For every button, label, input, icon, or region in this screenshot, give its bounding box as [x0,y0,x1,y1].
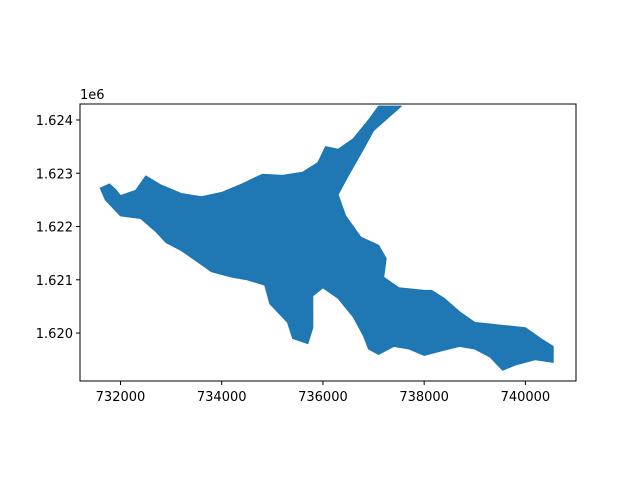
y-tick-label: 1.621 [36,274,73,289]
plot-area [99,105,554,371]
x-tick-label: 734000 [197,390,247,405]
x-tick-label: 732000 [96,390,146,405]
x-tick-label: 740000 [501,390,551,405]
axes-frame [79,103,577,382]
map-region-polygon [99,105,554,371]
x-tick-label: 736000 [298,390,348,405]
y-axis: 1.620 1.621 1.622 1.623 1.624 [36,114,80,342]
y-tick-label: 1.622 [36,221,73,236]
y-tick-label: 1.623 [36,167,73,182]
x-tick-label: 738000 [399,390,449,405]
y-tick-label: 1.620 [36,327,73,342]
y-tick-label: 1.624 [36,114,73,129]
x-axis: 732000 734000 736000 738000 740000 [96,381,551,405]
y-offset-label: 1e6 [80,88,105,103]
